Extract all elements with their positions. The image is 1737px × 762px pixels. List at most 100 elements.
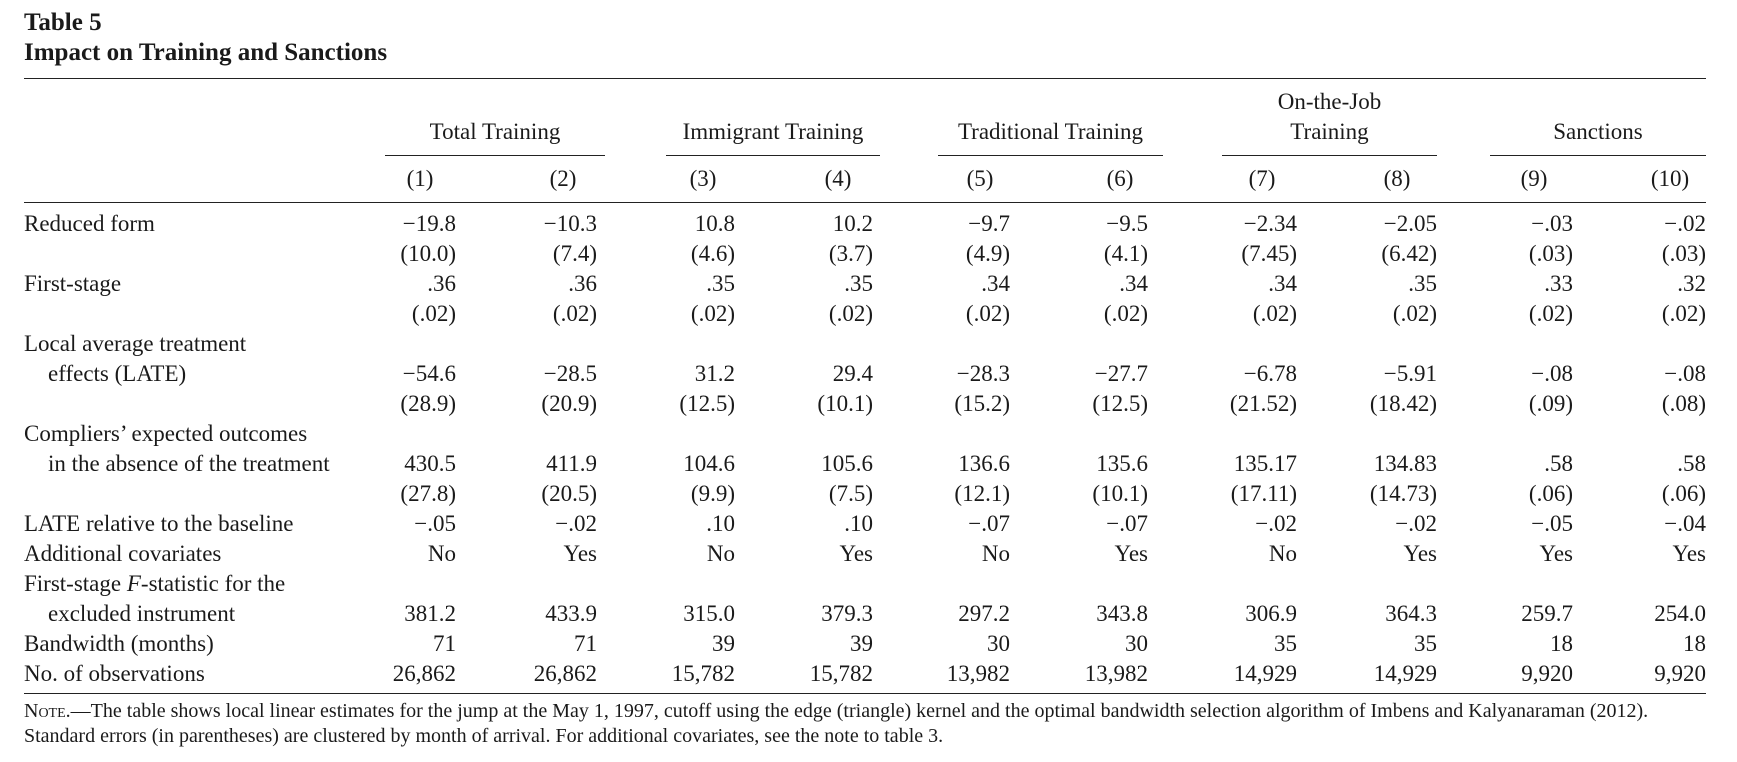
row-label: Compliers’ expected outcomes bbox=[24, 421, 308, 446]
table-cell: −19.8 bbox=[402, 211, 456, 236]
column-number: (2) bbox=[549, 166, 577, 191]
table-note: Note.—The table shows local linear estim… bbox=[24, 699, 1714, 749]
table-cell: .58 bbox=[1677, 451, 1706, 476]
standard-error-cell: (18.42) bbox=[1369, 391, 1437, 416]
header-rule bbox=[24, 202, 1706, 203]
row-label: First-stage bbox=[24, 271, 122, 296]
column-number: (5) bbox=[966, 166, 994, 191]
column-group-header: Immigrant Training bbox=[682, 119, 864, 144]
note-text: —The table shows local linear estimates … bbox=[24, 700, 1649, 747]
table-cell: Yes bbox=[563, 541, 597, 566]
table-cell: 135.17 bbox=[1233, 451, 1297, 476]
row-label: Reduced form bbox=[24, 211, 155, 236]
table-cell: Yes bbox=[1539, 541, 1573, 566]
standard-error-cell: (6.42) bbox=[1381, 241, 1437, 266]
table-cell: .35 bbox=[706, 271, 735, 296]
standard-error-cell: (.02) bbox=[1252, 301, 1297, 326]
standard-error-cell: (.02) bbox=[1661, 301, 1706, 326]
table-cell: .35 bbox=[844, 271, 873, 296]
row-label: Additional covariates bbox=[24, 541, 222, 566]
column-number: (6) bbox=[1106, 166, 1134, 191]
table-cell: 104.6 bbox=[683, 451, 735, 476]
standard-error-cell: (10.0) bbox=[400, 241, 456, 266]
column-group-header: Training bbox=[1290, 119, 1369, 144]
standard-error-cell: (12.1) bbox=[954, 481, 1010, 506]
bottom-rule bbox=[24, 693, 1706, 694]
table-cell: −27.7 bbox=[1094, 361, 1148, 386]
column-number: (3) bbox=[689, 166, 717, 191]
table-cell: .58 bbox=[1544, 451, 1573, 476]
table-label: Table 5 bbox=[24, 9, 102, 36]
table-cell: 254.0 bbox=[1654, 601, 1706, 626]
table-cell: −.02 bbox=[1255, 511, 1297, 536]
note-lead: Note. bbox=[24, 700, 71, 722]
table-cell: 9,920 bbox=[1521, 661, 1573, 686]
standard-error-cell: (.02) bbox=[1392, 301, 1437, 326]
table-cell: −54.6 bbox=[402, 361, 456, 386]
table-cell: 134.83 bbox=[1373, 451, 1437, 476]
table-cell: −.02 bbox=[1395, 511, 1437, 536]
table-cell: −.05 bbox=[414, 511, 456, 536]
table-cell: 306.9 bbox=[1245, 601, 1297, 626]
row-label: No. of observations bbox=[24, 661, 205, 686]
column-number: (7) bbox=[1248, 166, 1276, 191]
table-cell: −9.7 bbox=[968, 211, 1010, 236]
table-cell: Yes bbox=[839, 541, 873, 566]
table-cell: .34 bbox=[981, 271, 1010, 296]
table-cell: 39 bbox=[850, 631, 873, 656]
table-cell: 30 bbox=[1125, 631, 1148, 656]
column-number: (10) bbox=[1650, 166, 1690, 191]
standard-error-cell: (10.1) bbox=[1092, 481, 1148, 506]
table-cell: 9,920 bbox=[1654, 661, 1706, 686]
table-cell: 433.9 bbox=[545, 601, 597, 626]
table-cell: Yes bbox=[1114, 541, 1148, 566]
standard-error-cell: (.09) bbox=[1528, 391, 1573, 416]
table-cell: −.08 bbox=[1664, 361, 1706, 386]
table-cell: −.05 bbox=[1531, 511, 1573, 536]
table-cell: No bbox=[706, 541, 735, 566]
row-label-part: First-stage bbox=[24, 571, 127, 596]
table-cell: No bbox=[1268, 541, 1297, 566]
table-cell: 29.4 bbox=[832, 361, 873, 386]
table-cell: −9.5 bbox=[1106, 211, 1148, 236]
table-cell: 259.7 bbox=[1521, 601, 1573, 626]
table-cell: .10 bbox=[706, 511, 735, 536]
standard-error-cell: (.03) bbox=[1528, 241, 1573, 266]
table-cell: −.08 bbox=[1531, 361, 1573, 386]
table-cell: −.07 bbox=[1106, 511, 1148, 536]
table-cell: No bbox=[427, 541, 456, 566]
table-cell: 26,862 bbox=[392, 661, 456, 686]
column-group-header: Total Training bbox=[429, 119, 561, 144]
table-cell: .34 bbox=[1268, 271, 1297, 296]
table-cell: −.02 bbox=[555, 511, 597, 536]
table-cell: −6.78 bbox=[1243, 361, 1297, 386]
standard-error-cell: (.02) bbox=[1528, 301, 1573, 326]
table-cell: Yes bbox=[1403, 541, 1437, 566]
row-label-part: -statistic for the bbox=[140, 571, 286, 596]
column-number: (8) bbox=[1383, 166, 1411, 191]
table-cell: −2.34 bbox=[1243, 211, 1297, 236]
column-group-rule bbox=[1222, 155, 1437, 156]
table-cell: .35 bbox=[1408, 271, 1437, 296]
standard-error-cell: (7.45) bbox=[1241, 241, 1297, 266]
top-rule bbox=[24, 78, 1706, 79]
row-label-part: F bbox=[126, 571, 141, 596]
table-cell: 10.2 bbox=[832, 211, 873, 236]
table-cell: .34 bbox=[1119, 271, 1148, 296]
table-cell: 71 bbox=[574, 631, 597, 656]
table-cell: 105.6 bbox=[821, 451, 873, 476]
table-cell: .36 bbox=[427, 271, 456, 296]
standard-error-cell: (20.9) bbox=[541, 391, 597, 416]
standard-error-cell: (.02) bbox=[690, 301, 735, 326]
table-cell: 18 bbox=[1683, 631, 1706, 656]
table-cell: 71 bbox=[433, 631, 456, 656]
table-cell: 381.2 bbox=[404, 601, 456, 626]
table-cell: 136.6 bbox=[958, 451, 1010, 476]
column-group-rule bbox=[938, 155, 1163, 156]
column-number: (1) bbox=[406, 166, 434, 191]
table-cell: −.03 bbox=[1531, 211, 1573, 236]
standard-error-cell: (15.2) bbox=[954, 391, 1010, 416]
standard-error-cell: (.02) bbox=[552, 301, 597, 326]
table-title: Impact on Training and Sanctions bbox=[24, 39, 388, 66]
table-cell: −5.91 bbox=[1383, 361, 1437, 386]
